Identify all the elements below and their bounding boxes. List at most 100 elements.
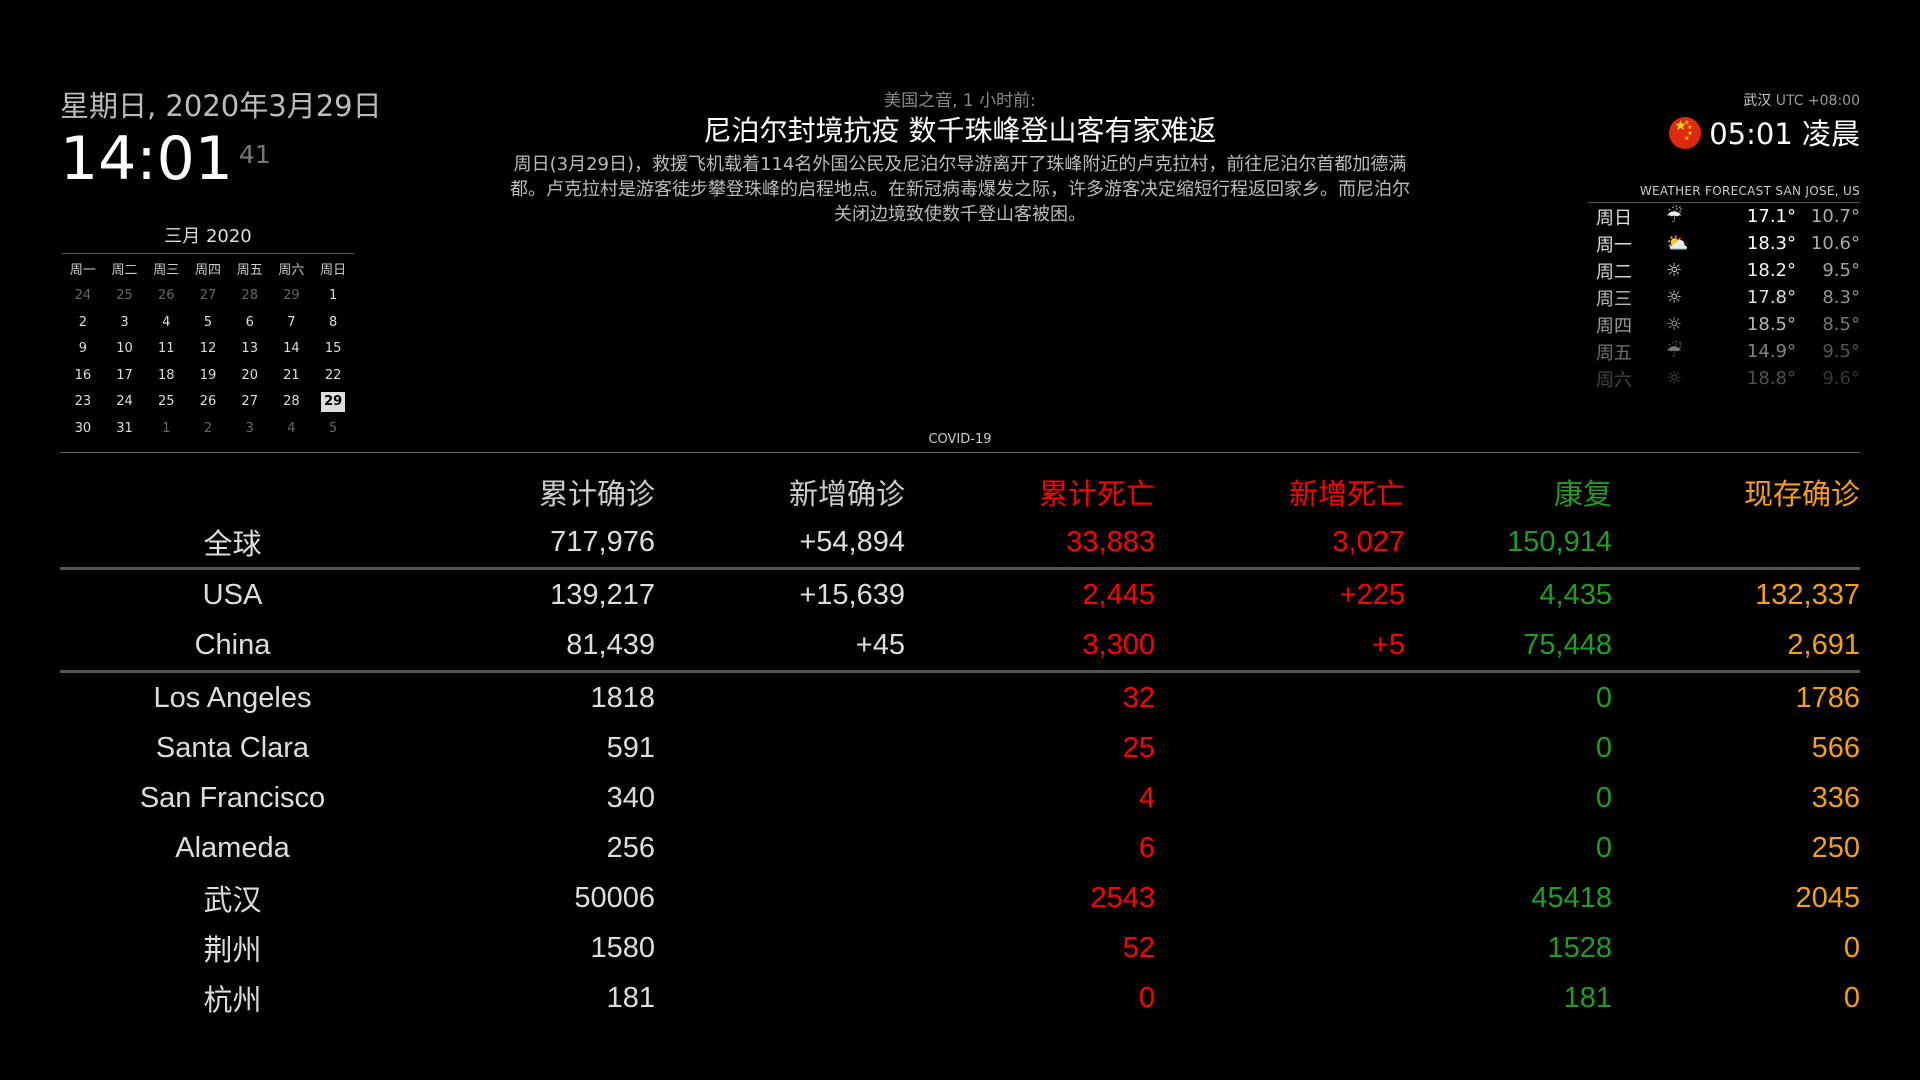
world-clock-module: 武汉 UTC +08:00 ★ ★ ★ ★ ★ 05:01 凌晨 [1669, 92, 1860, 154]
calendar-day: 27 [229, 389, 271, 416]
calendar-weekday: 周六 [278, 263, 305, 278]
weather-low-temp: 9.5° [1822, 341, 1860, 362]
covid-cell-recovered: 150,914 [1507, 525, 1612, 558]
covid-city-row: Los Angeles 1818 32 0 1786 [60, 673, 1860, 723]
calendar-day-number: 10 [116, 341, 133, 356]
calendar-day-number: 22 [324, 367, 342, 383]
covid-module-label: COVID-19 [928, 432, 992, 447]
calendar-weekday: 周日 [320, 263, 347, 278]
calendar-day-number: 12 [199, 341, 217, 356]
weather-high-temp: 18.3° [1746, 233, 1796, 254]
calendar-day: 3 [229, 416, 271, 443]
covid-cell-name: San Francisco [139, 781, 326, 814]
weather-low-temp: 9.5° [1822, 260, 1860, 281]
calendar-weekday: 周二 [111, 263, 138, 278]
weather-forecast-row: 周四 ☼ 18.5° 8.5° [1588, 311, 1860, 338]
calendar-day: 27 [187, 283, 229, 310]
news-description: 周日(3月29日)，救援飞机载着114名外国公民及尼泊尔导游离开了珠峰附近的卢克… [510, 154, 1410, 225]
covid-cell-total: 181 [606, 981, 655, 1014]
calendar-day-number: 30 [74, 420, 92, 436]
world-clock-city: 武汉 [1743, 93, 1772, 109]
calendar-day-number: 24 [74, 288, 92, 303]
covid-cell-total: 1580 [590, 931, 655, 964]
covid-city-row: Santa Clara 591 25 0 566 [60, 723, 1860, 773]
covid-cell-name: 杭州 [203, 985, 262, 1017]
covid-cell-new-deaths: 3,027 [1332, 525, 1405, 558]
weather-forecast-row: 周五 ☔ 14.9° 9.5° [1588, 338, 1860, 365]
sun-icon: ☼ [1666, 314, 1683, 335]
calendar-day-number: 3 [120, 314, 129, 330]
calendar-module: 三月 2020 周一 周二 周三 周四 周五 周六 周日 24 25 26 27 28 2… [62, 222, 354, 442]
calendar-day-number: 16 [74, 367, 92, 383]
sun-icon: ☼ [1666, 287, 1683, 308]
covid-header-new: 新增确诊 [788, 479, 905, 511]
weather-low-temp: 10.6° [1810, 233, 1860, 254]
covid-cell-deaths: 25 [1122, 731, 1155, 764]
covid-cell-name: USA [202, 578, 263, 611]
covid-cell-new: +15,639 [799, 578, 905, 611]
calendar-day-number: 26 [199, 394, 217, 409]
calendar-day: 29 [271, 283, 313, 310]
calendar-day: 18 [145, 363, 187, 390]
calendar-day: 31 [104, 416, 146, 443]
calendar-grid: 周一 周二 周三 周四 周五 周六 周日 24 25 26 27 28 29 1 2 3 4 5 6 7… [62, 259, 354, 442]
world-clock-zone: 武汉 UTC +08:00 [1669, 92, 1860, 110]
calendar-day-number: 17 [116, 367, 133, 383]
weather-day: 周三 [1596, 288, 1632, 310]
covid-cell-active: 132,337 [1755, 578, 1860, 611]
covid-cell-recovered: 45418 [1531, 881, 1612, 914]
china-flag-icon: ★ ★ ★ ★ ★ [1669, 117, 1702, 149]
calendar-day: 11 [145, 336, 187, 363]
weather-forecast-row: 周一 ⛅ 18.3° 10.6° [1588, 230, 1860, 257]
calendar-weekday: 周三 [153, 263, 180, 278]
weather-high-temp: 14.9° [1746, 341, 1796, 362]
covid-cell-new-deaths: +225 [1339, 578, 1405, 611]
calendar-day: 23 [62, 389, 104, 416]
calendar-weekday: 周四 [194, 263, 221, 278]
calendar-day: 12 [187, 336, 229, 363]
calendar-day: 19 [187, 363, 229, 390]
covid-cell-deaths: 6 [1138, 831, 1155, 864]
calendar-day-number: 27 [199, 288, 217, 303]
calendar-day-number: 2 [78, 314, 87, 330]
calendar-day-number: 14 [283, 341, 300, 356]
clock-seconds: 41 [238, 140, 271, 169]
calendar-day-number: 1 [329, 288, 338, 303]
covid-cell-deaths: 32 [1122, 681, 1155, 714]
covid-cell-name: 武汉 [203, 885, 262, 917]
covid-cell-total: 340 [606, 781, 655, 814]
calendar-day: 26 [145, 283, 187, 310]
weather-high-temp: 18.5° [1746, 314, 1796, 335]
covid-cell-new: +45 [855, 628, 905, 661]
covid-global-divider [60, 567, 1860, 570]
weather-low-temp: 8.5° [1822, 314, 1860, 335]
covid-cell-recovered: 0 [1595, 831, 1612, 864]
covid-cell-deaths: 33,883 [1066, 525, 1155, 558]
calendar-day-number: 3 [245, 420, 254, 436]
weather-forecast-row: 周日 ☔ 17.1° 10.7° [1588, 203, 1860, 230]
calendar-day: 4 [145, 310, 187, 337]
covid-cell-active: 250 [1811, 831, 1860, 864]
weather-low-temp: 8.3° [1822, 287, 1860, 308]
calendar-weekday: 周一 [69, 263, 96, 278]
calendar-day-number: 29 [321, 392, 346, 412]
calendar-day: 2 [187, 416, 229, 443]
calendar-day-number: 27 [241, 394, 258, 409]
calendar-weekday: 周五 [236, 263, 263, 278]
partly-cloudy-icon: ⛅ [1666, 233, 1689, 254]
weather-high-temp: 18.2° [1746, 260, 1796, 281]
calendar-day: 1 [145, 416, 187, 443]
world-clock-time: 05:01 凌晨 [1709, 117, 1860, 151]
covid-city-row: 武汉 50006 2543 45418 2045 [60, 873, 1860, 923]
news-feed-module: 美国之音, 1 小时前: 尼泊尔封境抗疫 数千珠峰登山客有家难返 周日(3月29… [500, 90, 1420, 227]
calendar-day-number: 2 [203, 420, 213, 436]
covid-cell-name: Los Angeles [153, 681, 312, 714]
calendar-day-number: 8 [329, 314, 338, 330]
calendar-day-number: 15 [324, 341, 342, 356]
calendar-day-number: 23 [74, 394, 92, 409]
calendar-day: 5 [187, 310, 229, 337]
covid-city-row: San Francisco 340 4 0 336 [60, 773, 1860, 823]
covid-cell-active: 0 [1843, 931, 1860, 964]
calendar-day: 24 [104, 389, 146, 416]
